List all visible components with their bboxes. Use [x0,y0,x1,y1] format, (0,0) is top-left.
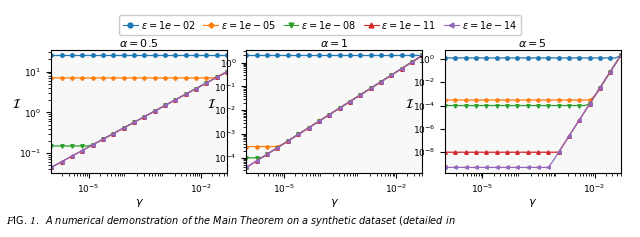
Y-axis label: $\mathcal{I}$: $\mathcal{I}$ [12,98,21,111]
Title: $\alpha = 1$: $\alpha = 1$ [320,37,349,49]
X-axis label: $\gamma$: $\gamma$ [528,196,538,209]
Legend: $\epsilon =1e-02$, $\epsilon =1e-05$, $\epsilon =1e-08$, $\epsilon =1e-11$, $\ep: $\epsilon =1e-02$, $\epsilon =1e-05$, $\… [119,15,521,35]
Text: F$\mathrm{IG}$. 1.  $\mathit{A\ numerical\ demonstration\ of\ the\ Main\ Theorem: F$\mathrm{IG}$. 1. $\mathit{A\ numerical… [6,214,456,228]
X-axis label: $\gamma$: $\gamma$ [134,196,144,209]
X-axis label: $\gamma$: $\gamma$ [330,196,339,209]
Y-axis label: $\mathcal{I}$: $\mathcal{I}$ [207,98,216,111]
Title: $\alpha = 0.5$: $\alpha = 0.5$ [120,37,159,49]
Y-axis label: $\mathcal{I}$: $\mathcal{I}$ [405,98,415,111]
Title: $\alpha = 5$: $\alpha = 5$ [518,37,547,49]
